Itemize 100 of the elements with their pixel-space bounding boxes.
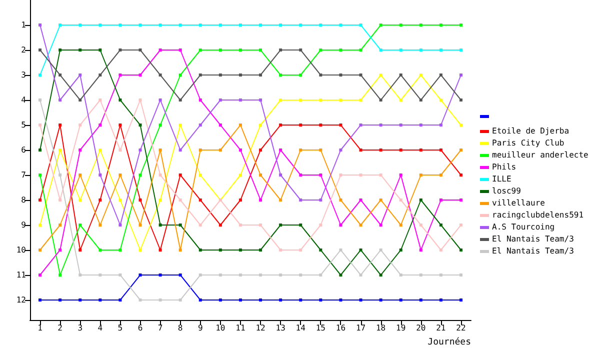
point [178,274,182,276]
point [38,74,42,76]
x-tick-label: 11 [236,324,246,332]
point [218,298,222,302]
point [98,224,102,226]
point [279,274,282,276]
point [138,74,142,76]
point [238,124,242,126]
point [98,148,102,152]
point [38,198,42,202]
point [118,98,122,102]
y-tick-label: 2 [21,46,26,54]
point [198,198,202,202]
x-tick-label: 21 [436,324,446,332]
point [38,148,42,152]
point [459,124,462,126]
point [78,274,82,276]
point [238,198,242,202]
point [38,48,42,52]
legend-label: ILLE [492,174,512,184]
point [198,48,202,52]
point [259,48,262,52]
point [259,198,262,202]
point [118,174,122,176]
x-tick-label: 22 [456,324,466,332]
point [419,74,422,76]
point [399,248,402,252]
legend-label: A.S Tourcoing [492,222,555,232]
point [299,274,302,276]
x-tick-label: 14 [296,324,306,332]
point [459,24,462,26]
point [299,24,302,26]
point [399,74,402,76]
point [58,274,62,276]
point [218,148,222,152]
point [58,124,62,126]
point [319,48,322,52]
point [319,74,322,76]
point [399,148,402,152]
point [399,274,402,276]
point [118,298,122,302]
point [359,248,362,252]
point [58,298,62,302]
point [419,148,422,152]
point [158,224,162,226]
point [198,148,202,152]
point [319,148,322,152]
point [279,74,282,76]
point [359,174,362,176]
point [439,148,442,152]
point [359,198,362,202]
point [198,274,202,276]
point [299,198,302,202]
point [299,224,302,226]
point [118,224,122,226]
point [279,124,282,126]
point [419,298,422,302]
point [339,298,342,302]
y-tick-label: 12 [16,296,26,304]
point [459,298,462,302]
x-tick-label: 12 [256,324,266,332]
point [78,198,82,202]
point [38,224,42,226]
x-tick-label: 4 [98,324,103,332]
point [38,174,42,176]
point [279,48,282,52]
point [399,198,402,202]
point [299,48,302,52]
point [198,174,202,176]
point [238,298,242,302]
legend-label: racingclubdelens591 [492,210,584,220]
x-tick-label: 15 [316,324,326,332]
point [419,174,422,176]
point [78,48,82,52]
legend-label: El Nantais Team/3 [492,234,574,244]
point [259,248,262,252]
point [439,174,442,176]
point [419,274,422,276]
point [439,74,442,76]
point [379,174,382,176]
point [399,224,402,226]
point [319,248,322,252]
point [238,24,242,26]
point [178,174,182,176]
point [118,74,122,76]
point [279,248,282,252]
point [38,298,42,302]
point [158,198,162,202]
point [78,298,82,302]
point [158,98,162,102]
legend-label: Paris City Club [492,138,564,148]
point [299,98,302,102]
point [98,74,102,76]
point [319,298,322,302]
legend-label: villellaure [492,198,546,208]
line-series [38,24,462,226]
point [98,48,102,52]
point [118,198,122,202]
x-axis-title: Journées [428,336,472,348]
point [218,24,222,26]
